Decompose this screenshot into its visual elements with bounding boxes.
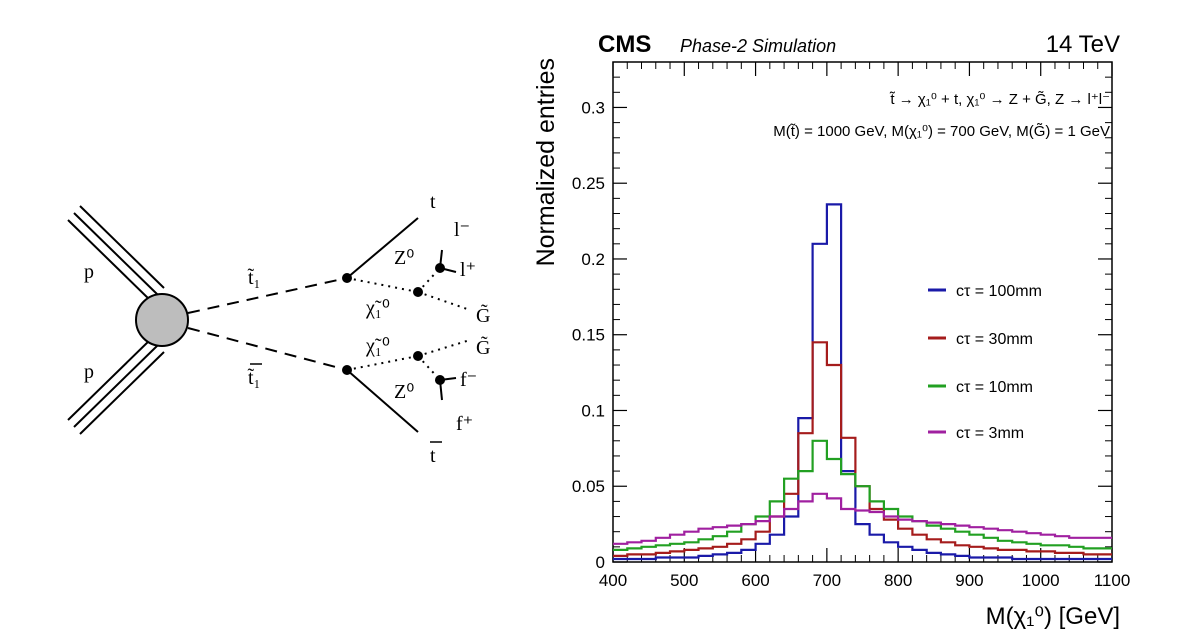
- vertex-antistop-decay: [342, 365, 352, 375]
- legend-label: cτ = 30mm: [956, 331, 1033, 348]
- series-line: [613, 492, 1112, 545]
- label-antitop: t: [430, 445, 436, 467]
- x-tick-label: 1100: [1094, 571, 1131, 590]
- label-fermion-plus: f⁺: [456, 413, 473, 435]
- y-tick-label: 0.1: [581, 401, 605, 420]
- gravitino-lower-line: [417, 339, 471, 357]
- x-tick-label: 800: [884, 571, 912, 590]
- series-line: [613, 439, 1112, 551]
- plot-frame: [612, 61, 1113, 563]
- x-axis-title: M(χ₁⁰) [GeV]: [986, 603, 1120, 630]
- label-lepton-plus: l⁺: [460, 259, 476, 281]
- label-gravitino-lower: G̃: [476, 335, 490, 359]
- proton-bottom-line: [67, 337, 165, 435]
- label-z-lower: Z⁰: [394, 381, 414, 403]
- vertex-stop-decay: [342, 273, 352, 283]
- label-top: t: [430, 191, 436, 213]
- energy-label: 14 TeV: [1046, 31, 1120, 58]
- x-tick-label: 500: [670, 571, 698, 590]
- label-neutralino-upper: χ̃₁⁰: [365, 297, 390, 319]
- label-antitop-group: t: [430, 441, 442, 467]
- proton-top-line: [67, 205, 165, 303]
- legend-label: cτ = 10mm: [956, 379, 1033, 396]
- neutralino-upper-line: [346, 277, 419, 293]
- cms-histogram: CMS Phase-2 Simulation 14 TeV Normalized…: [532, 31, 1130, 630]
- label-z-upper: Z⁰: [394, 247, 414, 269]
- feynman-diagram: p p t̃₁ t̃₁ t t Z⁰ Z⁰ χ̃₁⁰ χ̃₁⁰ l⁻ l⁺ G̃…: [67, 191, 490, 467]
- series-line: [613, 341, 1112, 557]
- legend: cτ = 100mm cτ = 30mm cτ = 10mm cτ = 3mm: [928, 283, 1042, 442]
- plot-axes: 400 500 600 700 800 900 1000 1100 0 0.05 0.1 0.15 0.…: [572, 61, 1131, 590]
- label-neutralino-lower: χ̃₁⁰: [365, 335, 390, 357]
- y-axis-title: Normalized entries: [532, 58, 560, 266]
- x-tick-label: 400: [599, 571, 627, 590]
- vertex-z-lower: [435, 375, 445, 385]
- y-tick-label: 0.2: [581, 250, 605, 269]
- label-proton-bottom: p: [84, 361, 94, 383]
- mass-annotation: M(t̃) = 1000 GeV, M(χ₁⁰) = 700 GeV, M(G̃…: [773, 123, 1110, 140]
- vertex-z-upper: [435, 263, 445, 273]
- process-annotation: t̃ → χ₁⁰ + t, χ₁⁰ → Z + G̃, Z → l⁺l⁻: [889, 91, 1110, 108]
- series-layer: [613, 203, 1112, 561]
- gravitino-upper-line: [417, 291, 471, 311]
- series-line: [613, 203, 1112, 561]
- y-tick-label: 0.05: [572, 477, 605, 496]
- y-tick-label: 0: [596, 553, 605, 572]
- label-gravitino-upper: G̃: [476, 303, 490, 327]
- x-tick-label: 900: [955, 571, 983, 590]
- label-antistop-group: t̃₁: [248, 363, 262, 389]
- experiment-label: CMS: [598, 31, 651, 58]
- y-tick-label: 0.3: [581, 98, 605, 117]
- y-tick-label: 0.25: [572, 174, 605, 193]
- top-quark-line: [346, 217, 419, 279]
- interaction-blob: [135, 293, 189, 347]
- label-stop: t̃₁: [248, 267, 261, 289]
- antistop-line: [187, 327, 348, 371]
- label-fermion-minus: f⁻: [460, 369, 477, 391]
- y-tick-label: 0.15: [572, 326, 605, 345]
- antitop-quark-line: [346, 369, 419, 433]
- legend-label: cτ = 3mm: [956, 425, 1024, 442]
- x-tick-label: 1000: [1022, 571, 1060, 590]
- label-antistop: t̃₁: [248, 367, 261, 389]
- label-proton-top: p: [84, 261, 94, 283]
- vertex-neutralino-upper: [413, 287, 423, 297]
- neutralino-lower-line: [346, 355, 419, 371]
- stop-line: [187, 277, 348, 314]
- legend-label: cτ = 100mm: [956, 283, 1042, 300]
- plot-subtitle: Phase-2 Simulation: [680, 36, 836, 56]
- label-lepton-minus: l⁻: [454, 219, 470, 241]
- x-tick-label: 700: [813, 571, 841, 590]
- vertex-neutralino-lower: [413, 351, 423, 361]
- x-tick-label: 600: [741, 571, 769, 590]
